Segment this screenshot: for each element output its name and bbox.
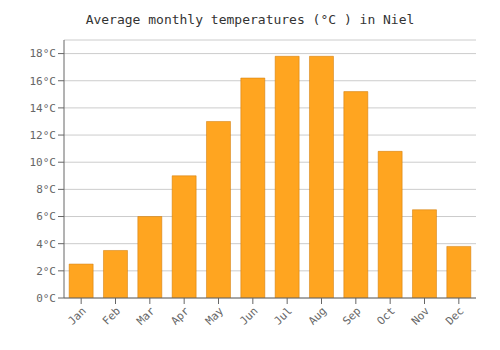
svg-text:12°C: 12°C (30, 129, 57, 142)
svg-text:Jul: Jul (272, 304, 295, 327)
svg-text:2°C: 2°C (36, 265, 56, 278)
svg-text:Apr: Apr (169, 304, 193, 328)
svg-text:Sep: Sep (340, 304, 363, 327)
svg-text:Jun: Jun (237, 304, 260, 327)
svg-text:10°C: 10°C (30, 156, 57, 169)
svg-text:14°C: 14°C (30, 102, 57, 115)
svg-text:Aug: Aug (306, 304, 329, 327)
svg-text:Mar: Mar (134, 304, 158, 328)
svg-text:18°C: 18°C (30, 47, 57, 60)
svg-text:Feb: Feb (100, 304, 123, 327)
svg-text:Nov: Nov (409, 304, 433, 328)
svg-text:May: May (203, 304, 227, 328)
svg-text:0°C: 0°C (36, 292, 56, 305)
svg-text:4°C: 4°C (36, 238, 56, 251)
svg-text:6°C: 6°C (36, 210, 56, 223)
svg-text:Jan: Jan (66, 304, 89, 327)
svg-text:8°C: 8°C (36, 183, 56, 196)
html-text:Average monthly temperatures (: Average monthly temperatures (°C ) in Ni… (85, 12, 415, 27)
svg-text:Dec: Dec (443, 304, 466, 327)
svg-text:Oct: Oct (375, 304, 398, 327)
svg-text:16°C: 16°C (30, 75, 57, 88)
